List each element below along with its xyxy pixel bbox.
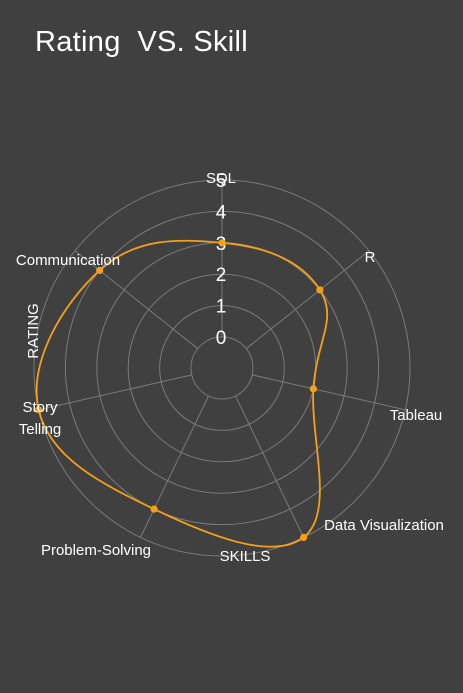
category-label-1: R <box>365 249 376 266</box>
tick-label-5: 5 <box>216 171 227 192</box>
data-point-4 <box>150 505 158 513</box>
chart-title: Rating VS. Skill <box>35 26 249 58</box>
data-point-0 <box>218 239 226 247</box>
grid-spoke-5 <box>38 374 192 411</box>
data-point-5 <box>35 406 43 414</box>
data-point-2 <box>309 385 317 393</box>
tick-label-4: 4 <box>216 202 227 223</box>
grid-spoke-2 <box>252 374 406 411</box>
x-axis-label: SKILLS <box>220 548 271 565</box>
data-point-1 <box>316 286 324 294</box>
tick-label-2: 2 <box>216 265 227 286</box>
data-point-3 <box>300 533 308 542</box>
category-labels: SQL R Tableau Data Visualization Problem-Sol… <box>16 170 444 559</box>
y-axis-label: RATING <box>25 303 42 359</box>
category-label-3: Data Visualization <box>324 517 444 534</box>
category-label-5: Story Telling <box>19 399 62 438</box>
category-label-4: Problem-Solving <box>41 542 151 559</box>
grid-spoke-3 <box>234 395 305 538</box>
radial-tick-labels: 012345 <box>216 171 227 349</box>
tick-label-1: 1 <box>216 297 227 318</box>
grid-spoke-4 <box>139 395 210 538</box>
series-line-0 <box>35 239 329 548</box>
category-label-0: SQL <box>206 170 236 187</box>
category-label-6: Communication <box>16 252 120 269</box>
grid-spoke-1 <box>245 250 370 350</box>
tick-label-0: 0 <box>216 328 227 349</box>
category-label-2: Tableau <box>390 407 443 424</box>
grid-spoke-6 <box>74 250 199 350</box>
series-layer <box>35 239 329 548</box>
data-point-6 <box>96 266 104 274</box>
